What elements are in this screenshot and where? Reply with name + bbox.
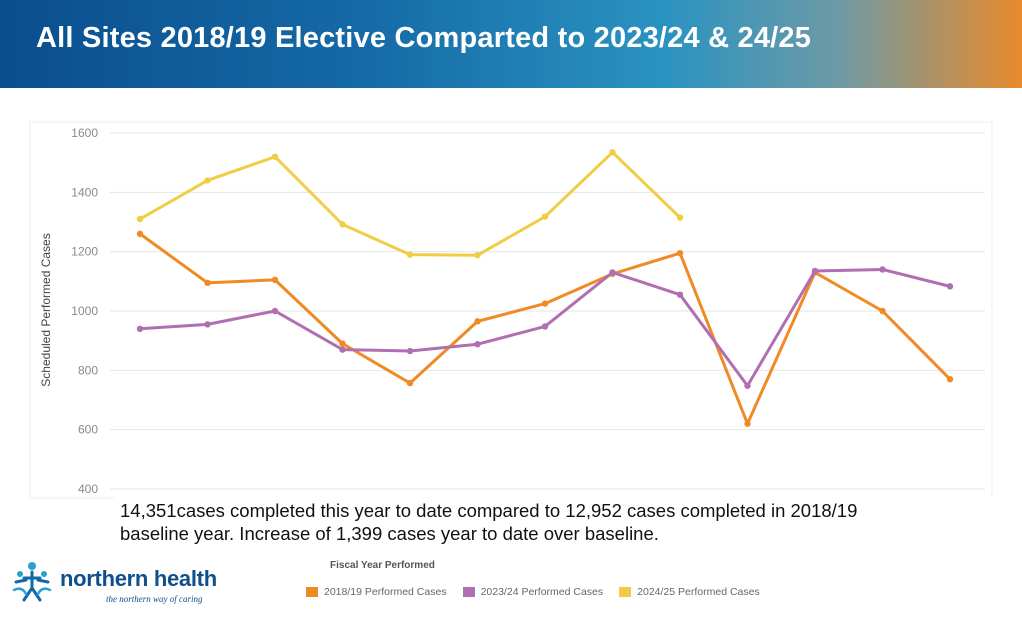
data-point — [946, 376, 954, 383]
data-point — [339, 221, 346, 228]
data-point — [541, 323, 549, 330]
header-banner: All Sites 2018/19 Elective Comparted to … — [0, 0, 1022, 88]
northern-health-logo: northern health the northern way of cari… — [10, 556, 240, 608]
data-point — [541, 300, 549, 307]
y-tick-label: 800 — [78, 363, 98, 377]
data-point — [879, 307, 886, 315]
data-point — [811, 267, 819, 275]
data-point — [946, 283, 954, 290]
y-axis-label: Scheduled Performed Cases — [39, 233, 53, 386]
legend-swatch — [462, 587, 475, 597]
data-point — [474, 252, 481, 259]
y-tick-label: 1400 — [71, 185, 98, 199]
legend-label: 2018/19 Performed Cases — [324, 586, 447, 598]
chart-frame — [29, 121, 993, 499]
data-point — [609, 269, 616, 276]
data-point — [204, 279, 211, 287]
data-point — [339, 340, 346, 347]
data-point — [474, 341, 481, 348]
data-point — [271, 153, 279, 160]
legend-label: 2024/25 Performed Cases — [637, 586, 760, 598]
y-tick-label: 400 — [78, 482, 98, 496]
logo-tagline: the northern way of caring — [106, 594, 203, 604]
legend-item-2024-25: 2024/25 Performed Cases — [619, 586, 760, 598]
data-point — [879, 266, 886, 273]
logo-wordmark: northern health — [60, 566, 217, 591]
data-point — [541, 213, 549, 220]
data-point — [406, 347, 414, 355]
data-point — [204, 177, 211, 184]
chart-legend: 2018/19 Performed Cases 2023/24 Performe… — [306, 586, 760, 598]
summary-caption: 14,351cases completed this year to date … — [114, 497, 1006, 545]
data-point — [136, 325, 144, 332]
data-point — [474, 318, 481, 325]
y-tick-label: 1600 — [71, 126, 98, 140]
data-point — [744, 420, 751, 427]
data-point — [609, 149, 616, 156]
legend-item-2023-24: 2023/24 Performed Cases — [462, 586, 604, 598]
data-point — [136, 215, 144, 223]
legend-swatch — [306, 587, 318, 597]
legend-item-2018-19: 2018/19 Performed Cases — [306, 586, 447, 598]
page-title: All Sites 2018/19 Elective Comparted to … — [36, 22, 812, 54]
y-tick-label: 1200 — [71, 245, 98, 259]
data-point — [676, 214, 684, 221]
caption-line-2: baseline year. Increase of 1,399 cases y… — [120, 523, 659, 544]
series-line-3 — [138, 150, 682, 257]
data-point — [271, 276, 279, 284]
logo-figure-icon — [12, 562, 52, 602]
data-point — [406, 379, 414, 387]
data-point — [676, 291, 684, 298]
legend-label: 2023/24 Performed Cases — [480, 586, 604, 598]
data-point — [406, 251, 414, 258]
data-point — [136, 230, 144, 238]
caption-line-1: 14,351cases completed this year to date … — [120, 500, 858, 521]
legend-title: Fiscal Year Performed — [330, 560, 435, 571]
y-tick-label: 1000 — [71, 304, 98, 318]
data-point — [271, 307, 279, 315]
data-point — [339, 346, 346, 353]
data-point — [204, 321, 211, 328]
data-point — [676, 249, 684, 257]
y-tick-label: 600 — [78, 423, 98, 437]
data-point — [744, 382, 751, 389]
legend-swatch — [619, 587, 632, 597]
